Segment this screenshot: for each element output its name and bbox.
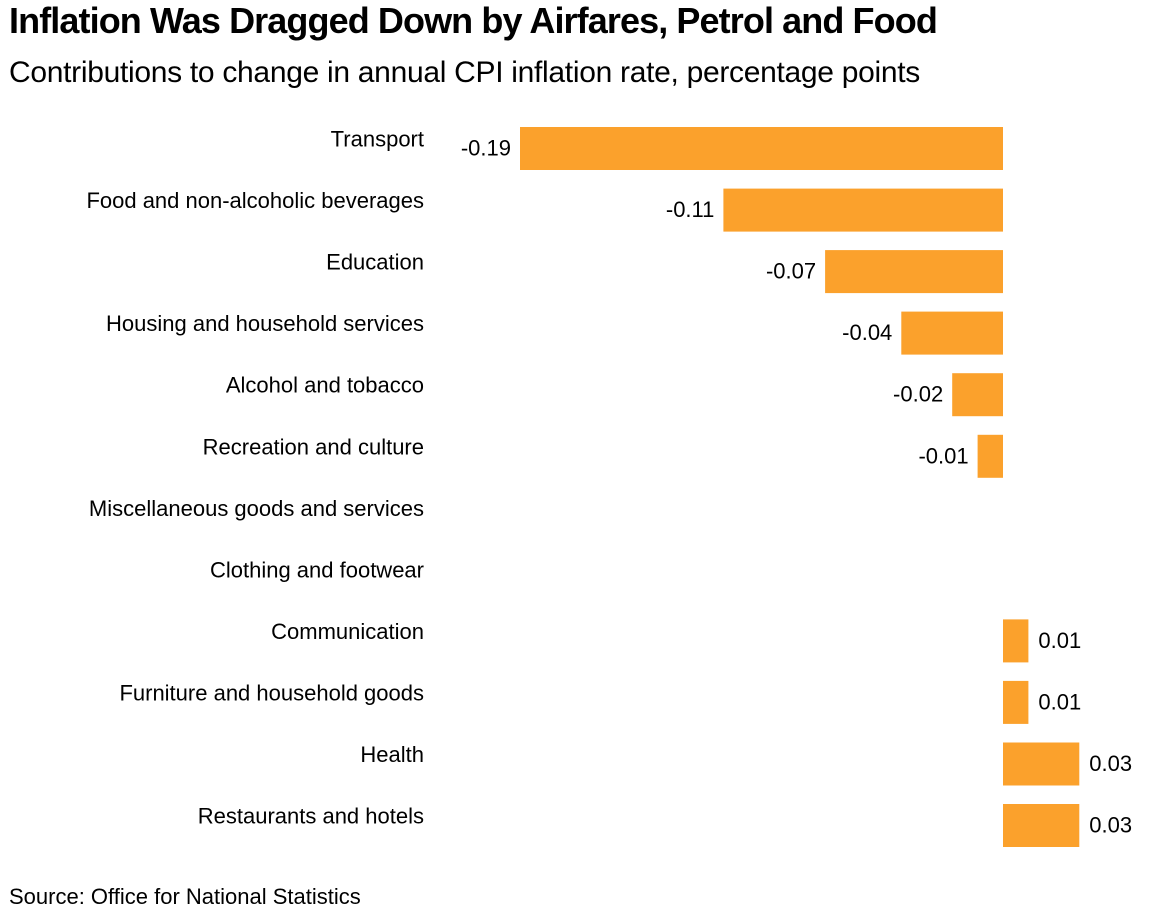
category-label-transport: Transport bbox=[331, 127, 424, 152]
bar-recreation-and-culture bbox=[977, 434, 1003, 478]
category-label-miscellaneous-goods-and-services: Miscellaneous goods and services bbox=[89, 496, 424, 521]
bar-food-and-non-alcoholic-beverages bbox=[723, 188, 1003, 232]
category-label-furniture-and-household-goods: Furniture and household goods bbox=[119, 680, 424, 705]
value-label-recreation-and-culture: -0.01 bbox=[918, 443, 968, 468]
bar-restaurants-and-hotels bbox=[1003, 804, 1080, 847]
chart-subtitle: Contributions to change in annual CPI in… bbox=[9, 56, 920, 89]
bar-education bbox=[825, 250, 1003, 294]
category-label-alcohol-and-tobacco: Alcohol and tobacco bbox=[226, 373, 424, 398]
value-labels: -0.19 -0.11 -0.07 -0.04 -0.02 -0.01 0.01 0.01 0.… bbox=[461, 136, 1132, 838]
bar-health bbox=[1003, 742, 1080, 786]
value-label-alcohol-and-tobacco: -0.02 bbox=[893, 382, 943, 407]
category-label-restaurants-and-hotels: Restaurants and hotels bbox=[198, 804, 424, 829]
value-label-communication: 0.01 bbox=[1038, 628, 1081, 653]
category-label-housing-and-household-services: Housing and household services bbox=[106, 311, 424, 336]
category-label-communication: Communication bbox=[271, 619, 424, 644]
chart-title: Inflation Was Dragged Down by Airfares, … bbox=[9, 0, 938, 41]
category-label-food-and-non-alcoholic-beverages: Food and non-alcoholic beverages bbox=[86, 188, 424, 213]
bar-alcohol-and-tobacco bbox=[952, 373, 1003, 417]
bar-furniture-and-household-goods bbox=[1003, 680, 1029, 724]
category-label-health: Health bbox=[360, 742, 424, 767]
bars bbox=[520, 127, 1080, 847]
bar-communication bbox=[1003, 619, 1029, 663]
value-label-restaurants-and-hotels: 0.03 bbox=[1089, 813, 1132, 838]
value-label-transport: -0.19 bbox=[461, 136, 511, 161]
value-label-housing-and-household-services: -0.04 bbox=[842, 320, 892, 345]
bar-chart: Transport Food and non-alcoholic beverage… bbox=[86, 127, 1132, 847]
category-label-education: Education bbox=[326, 250, 424, 275]
bar-housing-and-household-services bbox=[901, 311, 1003, 355]
value-label-furniture-and-household-goods: 0.01 bbox=[1038, 689, 1081, 714]
source-note: Source: Office for National Statistics bbox=[9, 884, 361, 909]
value-label-health: 0.03 bbox=[1089, 751, 1132, 776]
value-label-food-and-non-alcoholic-beverages: -0.11 bbox=[666, 197, 715, 222]
category-label-clothing-and-footwear: Clothing and footwear bbox=[210, 557, 424, 582]
category-labels: Transport Food and non-alcoholic beverage… bbox=[86, 127, 424, 829]
value-label-education: -0.07 bbox=[766, 259, 816, 284]
bar-transport bbox=[520, 127, 1003, 170]
category-label-recreation-and-culture: Recreation and culture bbox=[203, 434, 424, 459]
